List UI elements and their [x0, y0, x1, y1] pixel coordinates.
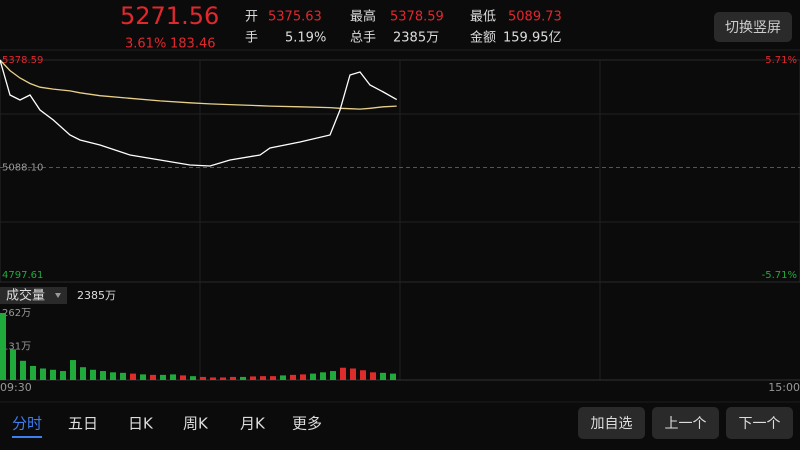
field-label: 总手 [350, 31, 376, 46]
y2-tick-label: -5.71% [762, 270, 797, 281]
button[interactable] [652, 407, 719, 439]
tab[interactable]: 月K [240, 415, 266, 433]
field-label: 最高 [350, 9, 376, 25]
y-tick-label: 5378.59 [2, 55, 43, 66]
volume-bar [340, 367, 346, 380]
field-label: 手 [245, 31, 258, 46]
volume-bar [290, 374, 296, 380]
volume-bar [210, 377, 216, 380]
button-label[interactable]: 上一个 [665, 416, 707, 432]
y-tick-label: 4797.61 [2, 270, 43, 281]
button-label[interactable]: 下一个 [739, 416, 781, 432]
volume-bar [260, 376, 266, 380]
volume-label[interactable]: 成交量 [6, 288, 45, 304]
volume-total: 2385万 [77, 289, 116, 302]
rotate-button-label[interactable]: 切换竖屏 [725, 19, 781, 36]
volume-bar [140, 374, 146, 380]
volume-bar [30, 365, 36, 380]
volume-bar [280, 375, 286, 380]
dropdown-arrow [55, 293, 61, 298]
volume-bar [40, 368, 46, 380]
field-label: 金额 [470, 30, 496, 46]
volume-bar [60, 371, 66, 380]
tab[interactable]: 日K [128, 415, 154, 433]
tab[interactable]: 分时 [12, 415, 42, 433]
volume-bar [190, 376, 196, 380]
volume-bar [180, 375, 186, 380]
change-pct: 3.61% [125, 37, 166, 52]
field-value: 159.95亿 [503, 31, 562, 46]
volume-bar [370, 372, 376, 380]
volume-bar [70, 360, 76, 380]
button[interactable] [578, 407, 645, 439]
y2-tick-label: 5.71% [765, 55, 797, 66]
volume-bar [300, 374, 306, 380]
volume-bar [250, 376, 256, 380]
series-line [0, 59, 397, 110]
volume-selector[interactable] [0, 287, 67, 304]
volume-bar [390, 373, 396, 380]
x-tick-label: 15:00 [768, 381, 800, 394]
volume-bar [20, 360, 26, 380]
volume-bar [220, 377, 226, 380]
rotate-button[interactable] [714, 12, 792, 42]
volume-bar [0, 313, 6, 380]
volume-bar [130, 373, 136, 380]
field-label: 最低 [470, 10, 496, 25]
volume-bar [90, 369, 96, 380]
field-label: 开 [245, 10, 258, 25]
volume-bar [170, 374, 176, 380]
volume-bar [50, 369, 56, 380]
tab[interactable]: 周K [183, 415, 209, 433]
volume-bar [310, 373, 316, 380]
volume-bar [100, 371, 106, 380]
volume-bar [240, 376, 246, 380]
y-tick-label: 5088.10 [2, 163, 43, 174]
volume-bar [80, 367, 86, 380]
volume-bar [160, 374, 166, 380]
button[interactable] [726, 407, 793, 439]
change: 183.46 [170, 37, 216, 52]
field-value: 5.19% [285, 31, 326, 46]
tab[interactable]: 五日 [68, 415, 98, 433]
volume-bar [200, 376, 206, 380]
volume-bar [350, 368, 356, 380]
field-value: 5089.73 [508, 10, 562, 25]
volume-bar [320, 372, 326, 380]
field-value: 5375.63 [268, 10, 322, 25]
volume-bar [360, 370, 366, 380]
tab[interactable]: 更多 [292, 415, 322, 433]
x-tick-label: 09:30 [0, 381, 32, 394]
series-line [0, 59, 398, 167]
field-value: 2385万 [393, 31, 439, 46]
volume-bar [230, 376, 236, 380]
volume-bar [120, 372, 126, 380]
field-value: 5378.59 [390, 10, 444, 25]
y-tick-label: 131万 [2, 342, 31, 353]
volume-bar [150, 374, 156, 380]
price: 5271.56 [120, 2, 219, 30]
button-label[interactable]: 加自选 [591, 416, 633, 432]
volume-bar [380, 372, 386, 380]
volume-bar [110, 372, 116, 380]
volume-bar [330, 371, 336, 380]
volume-bar [10, 349, 16, 380]
y-tick-label: 262万 [2, 308, 31, 319]
volume-bar [270, 376, 276, 380]
